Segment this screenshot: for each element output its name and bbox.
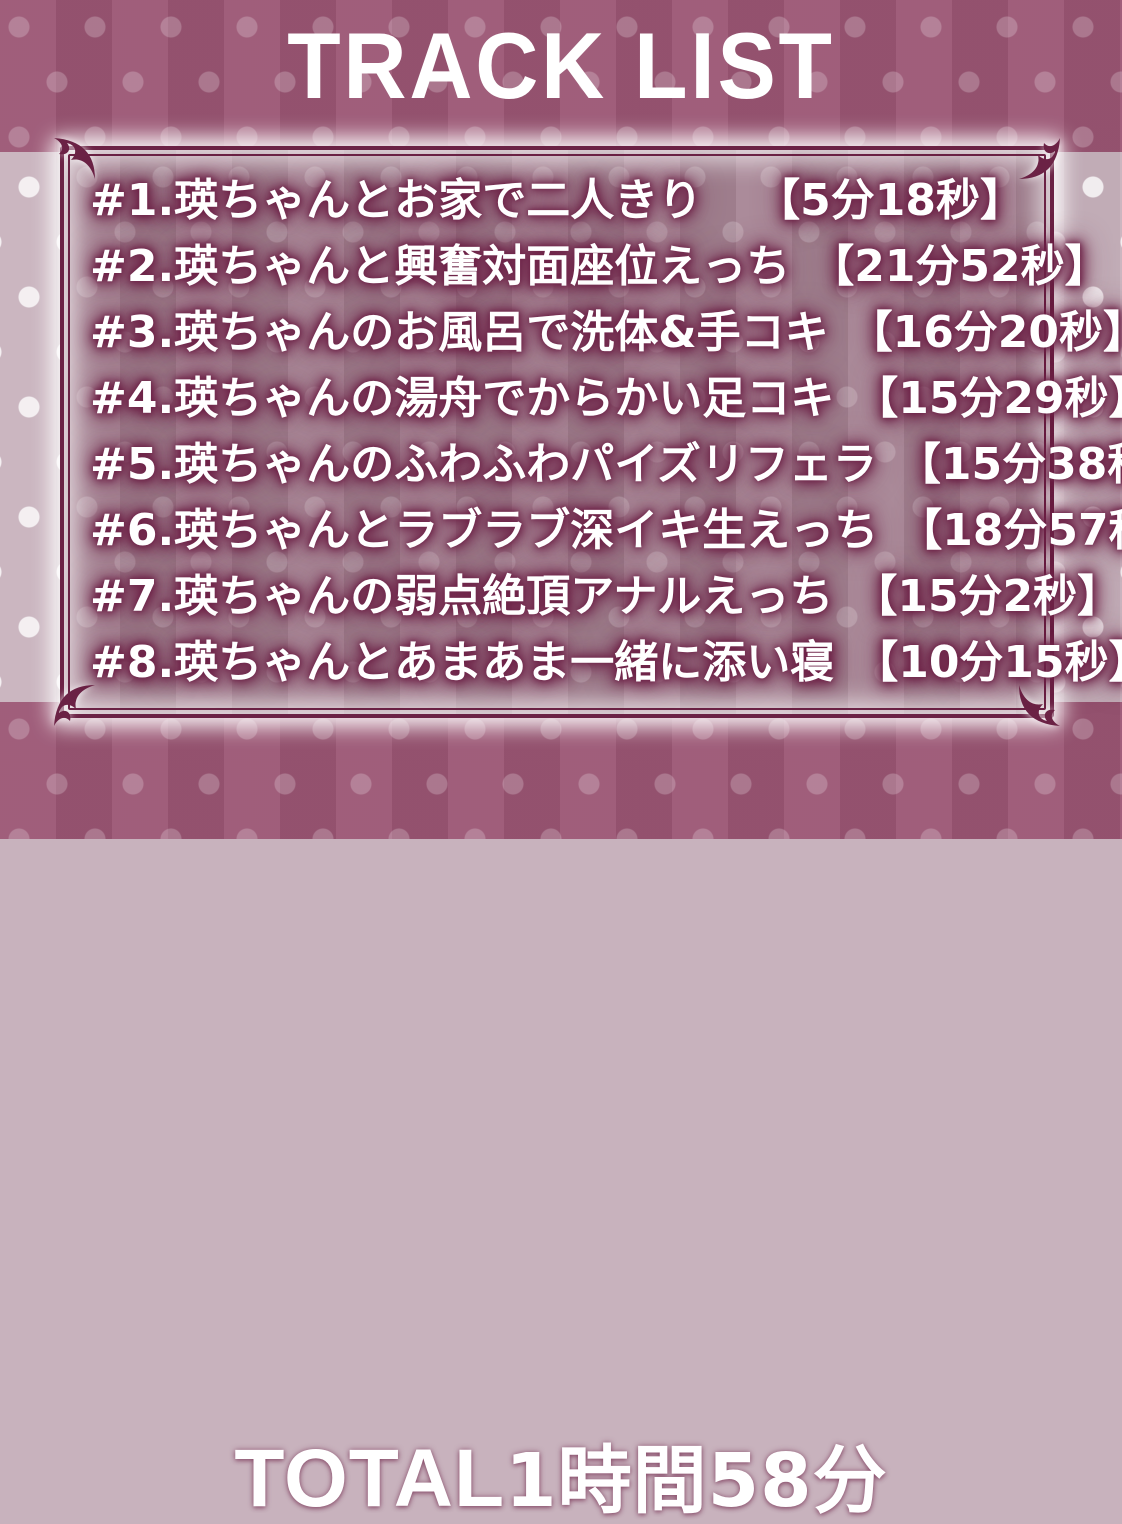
track-row: #2.瑛ちゃんと興奮対面座位えっち 【21分52秒】 bbox=[90, 241, 1109, 292]
track-row: #4.瑛ちゃんの湯舟でからかい足コキ 【15分29秒】 bbox=[90, 373, 1122, 424]
track-rows: #1.瑛ちゃんとお家で二人きり 【5分18秒】 #2.瑛ちゃんと興奮対面座位えっ… bbox=[90, 168, 1122, 696]
total-duration: TOTAL1時間58分 bbox=[0, 1438, 1122, 1520]
track-title: #8.瑛ちゃんとあまあま一緒に添い寝 bbox=[90, 637, 835, 688]
track-title: #1.瑛ちゃんとお家で二人きり bbox=[90, 175, 703, 226]
bottom-band: TOTAL1時間58分 bbox=[0, 702, 1122, 1520]
track-row: #8.瑛ちゃんとあまあま一緒に添い寝 【10分15秒】 bbox=[90, 637, 1122, 688]
page-title: TRACK LIST bbox=[287, 13, 835, 118]
track-row: #7.瑛ちゃんの弱点絶頂アナルえっち 【15分2秒】 bbox=[90, 571, 1121, 622]
track-duration: 【5分18秒】 bbox=[756, 175, 1024, 226]
track-row: #1.瑛ちゃんとお家で二人きり 【5分18秒】 bbox=[90, 179, 1024, 223]
track-row: #5.瑛ちゃんのふわふわパイズリフェラ 【15分38秒】 bbox=[90, 439, 1122, 490]
top-band: TRACK LIST bbox=[0, 0, 1122, 152]
track-row: #6.瑛ちゃんとラブラブ深イキ生えっち 【18分57秒】 bbox=[90, 505, 1122, 556]
track-title: #2.瑛ちゃんと興奮対面座位えっち bbox=[90, 241, 791, 292]
track-duration: 【18分57秒】 bbox=[898, 505, 1122, 556]
corner-flourish-icon bbox=[48, 132, 100, 184]
track-title: #6.瑛ちゃんとラブラブ深イキ生えっち bbox=[90, 505, 879, 556]
tracklist-inner-frame: #1.瑛ちゃんとお家で二人きり 【5分18秒】 #2.瑛ちゃんと興奮対面座位えっ… bbox=[68, 154, 1122, 710]
total-label: TOTAL bbox=[234, 1433, 506, 1524]
track-title: #5.瑛ちゃんのふわふわパイズリフェラ bbox=[90, 439, 877, 490]
track-duration: 【15分38秒】 bbox=[896, 439, 1122, 490]
track-duration: 【21分52秒】 bbox=[810, 241, 1109, 292]
corner-flourish-icon bbox=[1014, 132, 1066, 184]
track-title: #7.瑛ちゃんの弱点絶頂アナルえっち bbox=[90, 571, 834, 622]
tracklist-panel: #1.瑛ちゃんとお家で二人きり 【5分18秒】 #2.瑛ちゃんと興奮対面座位えっ… bbox=[54, 138, 1122, 726]
track-title: #4.瑛ちゃんの湯舟でからかい足コキ bbox=[90, 373, 835, 424]
track-duration: 【15分29秒】 bbox=[854, 373, 1122, 424]
track-title: #3.瑛ちゃんのお風呂で洗体&手コキ bbox=[90, 307, 829, 358]
track-duration: 【15分2秒】 bbox=[853, 571, 1122, 622]
corner-flourish-icon bbox=[48, 680, 100, 732]
track-duration: 【10分15秒】 bbox=[854, 637, 1122, 688]
corner-flourish-icon bbox=[1014, 680, 1066, 732]
track-row: #3.瑛ちゃんのお風呂で洗体&手コキ 【16分20秒】 bbox=[90, 307, 1122, 358]
total-value: 1時間58分 bbox=[505, 1438, 888, 1524]
track-duration: 【16分20秒】 bbox=[848, 307, 1122, 358]
